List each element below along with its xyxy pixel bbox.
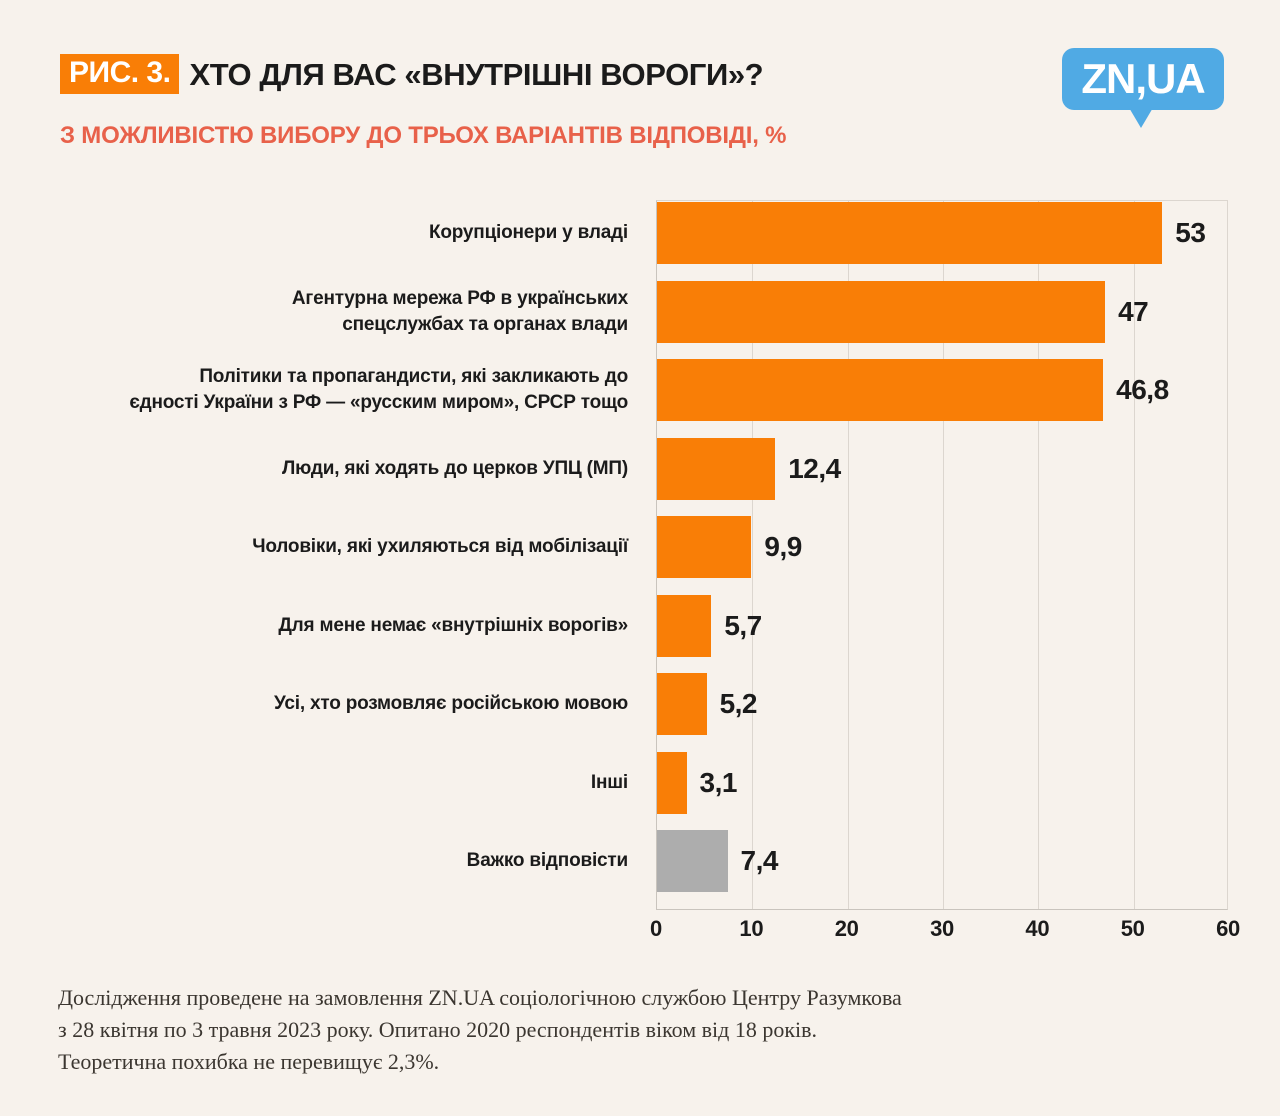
bar[interactable] bbox=[657, 830, 728, 892]
bar[interactable] bbox=[657, 280, 1106, 343]
bar-category-label-line: спецслужбах та органах влади bbox=[342, 313, 628, 335]
bar-with-value: 47 bbox=[657, 280, 1149, 343]
bar-with-value: 5,2 bbox=[657, 673, 758, 735]
bar-with-value: 3,1 bbox=[657, 751, 738, 814]
bar-category-label-line: Корупціонери у владі bbox=[428, 222, 628, 244]
bar-category-label: Люди, які ходять до церков УПЦ (МП) bbox=[8, 456, 628, 482]
bar-row: Для мене немає «внутрішніх ворогів» 5,7 bbox=[0, 594, 1280, 657]
bar[interactable] bbox=[657, 437, 776, 500]
bar-category-label-line: єдності України з РФ — «русским миром», … bbox=[129, 392, 628, 413]
bar-category-label: Усі, хто розмовляє російською мовою bbox=[8, 691, 628, 717]
bar-category-label-line: Агентурна мережа РФ в українських bbox=[291, 287, 628, 309]
bar-value-label: 3,1 bbox=[699, 766, 738, 798]
bar-category-label-line: Усі, хто розмовляє російською мовою bbox=[273, 693, 628, 715]
title-row: РИС. 3. ХТО ДЛЯ ВАС «ВНУТРІШНІ ВОРОГИ»? bbox=[60, 54, 764, 94]
bar-value-label: 53 bbox=[1175, 217, 1206, 248]
gridline bbox=[847, 201, 849, 909]
bar[interactable] bbox=[657, 359, 1104, 421]
bar-rows: Корупціонери у владі 53 Агентурна мережа Р… bbox=[0, 200, 1280, 910]
bar-category-label-line: Для мене немає «внутрішніх ворогів» bbox=[278, 614, 628, 636]
bar-category-label-line: Інші bbox=[590, 771, 628, 793]
footnote-line: Дослідження проведене на замовлення ZN.U… bbox=[58, 985, 902, 1010]
logo-text: ZN,UA bbox=[1081, 55, 1205, 102]
bar-category-label: Для мене немає «внутрішніх ворогів» bbox=[8, 613, 628, 639]
gridline bbox=[752, 201, 754, 909]
figure-number-badge: РИС. 3. bbox=[60, 54, 180, 94]
bar-with-value: 46,8 bbox=[657, 359, 1169, 421]
bar-value-label: 12,4 bbox=[788, 452, 841, 484]
chart-header: РИС. 3. ХТО ДЛЯ ВАС «ВНУТРІШНІ ВОРОГИ»? … bbox=[0, 0, 1280, 180]
x-axis-tick-label: 60 bbox=[1216, 916, 1240, 941]
bar-with-value: 12,4 bbox=[657, 437, 841, 500]
bar-row: Агентурна мережа РФ в українських спецслу… bbox=[0, 280, 1280, 343]
x-axis-tick-label: 40 bbox=[1025, 916, 1050, 941]
chart-subtitle: З МОЖЛИВІСТЮ ВИБОРУ ДО ТРЬОХ ВАРІАНТІВ В… bbox=[60, 122, 787, 149]
x-axis: 0 10 20 30 40 50 60 bbox=[650, 916, 1240, 952]
bar[interactable] bbox=[657, 594, 712, 657]
footnote: Дослідження проведене на замовлення ZN.U… bbox=[58, 982, 1218, 1078]
page-title: ХТО ДЛЯ ВАС «ВНУТРІШНІ ВОРОГИ»? bbox=[189, 56, 764, 92]
bar[interactable] bbox=[657, 202, 1163, 264]
x-axis-tick-label: 20 bbox=[834, 916, 859, 941]
bar-row: Корупціонери у владі 53 bbox=[0, 202, 1280, 264]
gridline bbox=[943, 201, 944, 909]
bar-with-value: 53 bbox=[657, 202, 1206, 264]
bar-value-label: 5,7 bbox=[724, 609, 762, 641]
bar-category-label: Інші bbox=[8, 770, 628, 796]
bar-row: Важко відповісти 7,4 bbox=[0, 830, 1280, 892]
bar-value-label: 47 bbox=[1118, 295, 1149, 327]
x-axis-tick-label: 50 bbox=[1120, 916, 1145, 941]
bar[interactable] bbox=[657, 751, 687, 814]
bar-category-label: Корупціонери у владі bbox=[8, 220, 628, 246]
bar-chart: Корупціонери у владі 53 Агентурна мережа Р… bbox=[0, 180, 1280, 960]
bar-value-label: 9,9 bbox=[764, 531, 802, 562]
bar-category-label: Чоловіки, які ухиляються від мобілізації bbox=[8, 534, 628, 560]
bar-row: Люди, які ходять до церков УПЦ (МП) 12,4 bbox=[0, 437, 1280, 500]
bar-row: Чоловіки, які ухиляються від мобілізації… bbox=[0, 516, 1280, 578]
bar-row: Усі, хто розмовляє російською мовою 5,2 bbox=[0, 673, 1280, 735]
plot-area bbox=[656, 200, 1228, 910]
bar-with-value: 5,7 bbox=[657, 594, 762, 657]
logo-bubble-tail-icon bbox=[1128, 106, 1154, 128]
znua-logo[interactable]: ZN,UA bbox=[1062, 48, 1224, 128]
x-axis-tick-label: 0 bbox=[650, 916, 662, 941]
footnote-line: Теоретична похибка не перевищує 2,3%. bbox=[58, 1048, 440, 1074]
bar-value-label: 46,8 bbox=[1116, 374, 1169, 405]
bar-row: Політики та пропагандисти, які закликают… bbox=[0, 359, 1280, 421]
gridline bbox=[1038, 201, 1040, 909]
bar-category-label: Політики та пропагандисти, які закликают… bbox=[8, 364, 628, 415]
bar-category-label-line: Політики та пропагандисти, які закликают… bbox=[199, 366, 628, 388]
bar-with-value: 7,4 bbox=[657, 830, 778, 892]
bar[interactable] bbox=[657, 673, 707, 735]
bar-category-label-line: Люди, які ходять до церков УПЦ (МП) bbox=[281, 457, 628, 479]
gridline bbox=[1133, 201, 1135, 909]
logo-bubble-shape bbox=[1062, 48, 1224, 110]
bar-value-label: 5,2 bbox=[719, 688, 758, 719]
footnote-line: з 28 квітня по 3 травня 2023 року. Опита… bbox=[58, 1016, 818, 1042]
bar-value-label: 7,4 bbox=[740, 845, 779, 876]
x-axis-tick-label: 10 bbox=[739, 916, 764, 941]
bar-category-label-line: Важко відповісти bbox=[466, 850, 629, 872]
bar-category-label: Важко відповісти bbox=[8, 848, 629, 874]
bar-category-label-line: Чоловіки, які ухиляються від мобілізації bbox=[252, 536, 628, 558]
bar[interactable] bbox=[657, 516, 752, 578]
bar-row: Інші 3,1 bbox=[0, 751, 1280, 814]
bar-with-value: 9,9 bbox=[657, 516, 802, 578]
x-axis-tick-label: 30 bbox=[930, 916, 954, 941]
bar-category-label: Агентурна мережа РФ в українських спецслу… bbox=[8, 286, 628, 337]
